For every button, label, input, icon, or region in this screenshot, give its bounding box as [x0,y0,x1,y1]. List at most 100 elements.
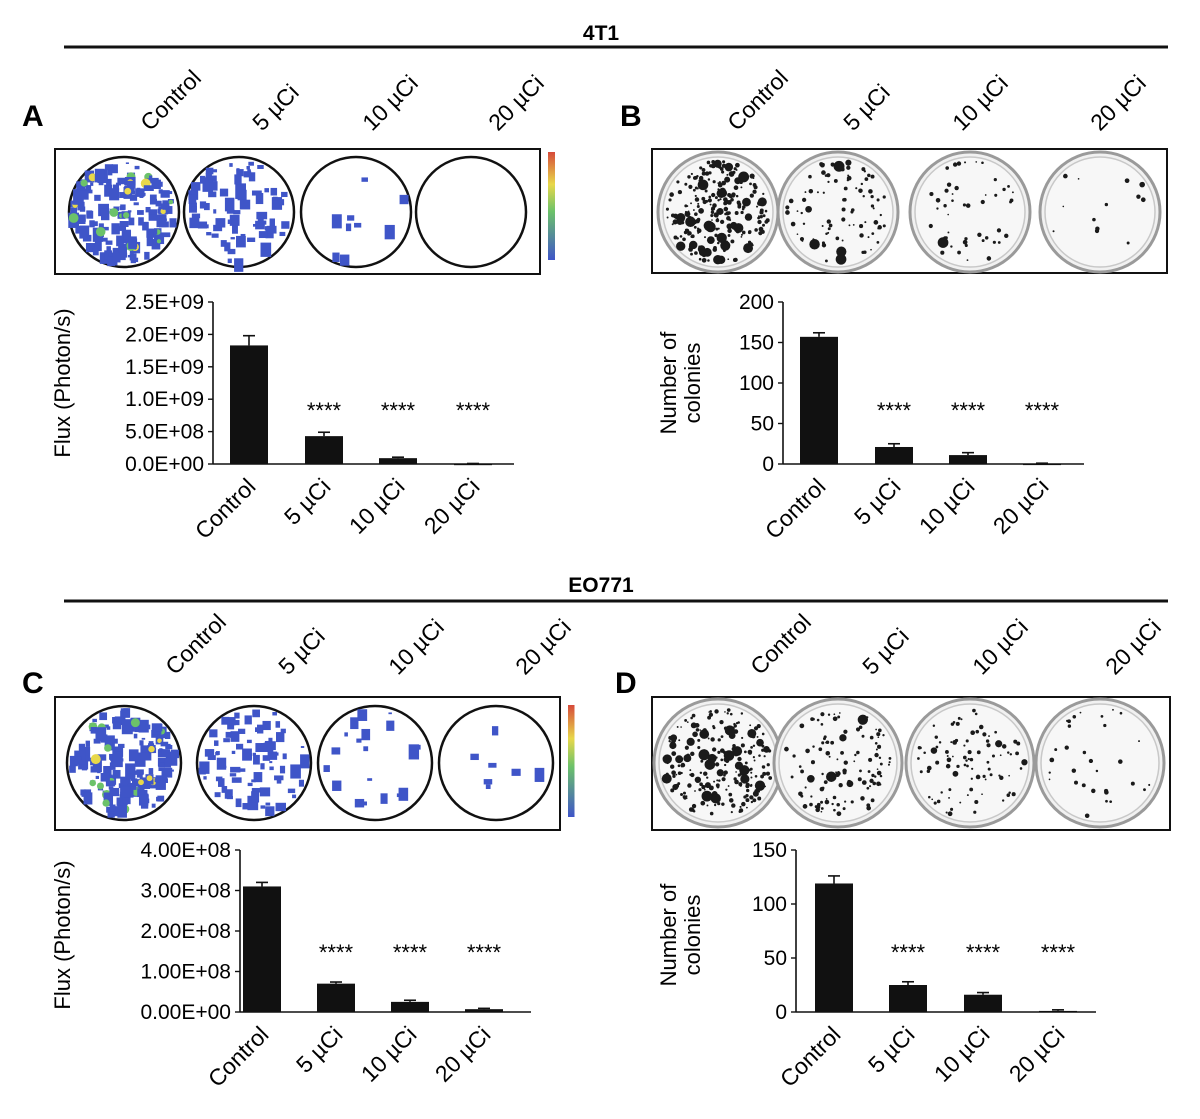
colony-dot [872,781,877,786]
signal-patch [350,717,359,730]
colony-dot [965,739,969,743]
colony-dot [717,802,721,806]
x-tick-label: 10 µCi [929,1021,995,1087]
signal-patch [112,746,124,757]
y-tick-label: 3.00E+08 [140,880,231,903]
colony-dot [678,739,681,742]
signal-patch [298,779,305,787]
colony-dot [1095,769,1099,773]
colony-dot [701,171,706,176]
colony-dot [966,259,969,262]
colony-dot [984,194,987,196]
signal-hotspot [95,226,106,237]
colony-dot [707,715,712,720]
colony-dot [732,257,737,262]
signal-patch [119,221,129,227]
signal-patch [134,723,142,733]
signal-patch [247,169,251,173]
x-tick-label: 5 µCi [291,1021,348,1078]
colony-dot [720,758,724,762]
well-1 [652,697,784,829]
colony-dot [720,219,725,224]
colony-dot [698,208,704,214]
well-condition-label: 20 µCi [1085,70,1151,136]
colony-dot [711,791,718,797]
colony-dot [707,236,713,242]
signal-patch [133,733,138,739]
colony-dot [735,771,737,773]
colony-dot [695,728,700,732]
colony-dot [859,224,864,229]
colony-dot [827,227,831,231]
signal-patch [290,764,301,779]
signal-patch [247,782,253,787]
signal-patch [224,789,233,799]
signal-patch [229,214,240,226]
colony-dot [822,191,825,194]
signal-patch [161,749,171,757]
colony-dot [697,738,701,742]
colony-dot [677,771,682,776]
colony-dot [792,754,796,758]
colony-dot [665,772,669,776]
signal-patch [188,194,197,204]
colony-dot [1013,739,1018,744]
colony-dot [698,749,710,761]
colony-dot [749,193,754,198]
colony-dot [670,789,673,792]
colony-dot [699,729,710,739]
signal-patch [154,778,161,783]
colony-dot [686,737,695,746]
colony-dot [1139,181,1145,188]
colony-dot [682,237,686,242]
colony-dot [687,175,691,179]
signal-patch [224,197,235,212]
well-2 [772,697,904,829]
colony-dot [686,205,689,208]
colony-dot [724,711,726,713]
signal-patch [103,724,109,728]
colony-dot [976,750,981,755]
y-tick-label: 100 [739,372,774,395]
signal-patch [87,236,92,239]
colony-dot [952,162,958,167]
colony-dot [689,773,692,776]
signal-patch [127,254,131,258]
signal-patch [264,188,270,193]
colony-dot [704,171,710,176]
signal-patch [140,797,149,809]
imaging-well [316,704,434,822]
colony-dot [1140,197,1146,203]
colony-dot [727,258,730,261]
colony-dot [843,186,848,191]
signal-patch [279,765,286,774]
y-tick-label: 50 [764,947,787,970]
colony-dot [729,798,734,803]
colony-dot [709,203,712,206]
colony-dot [810,717,814,721]
colony-dot [729,218,732,222]
colony-dot [700,800,706,806]
colony-dot [824,259,828,263]
colony-dot [703,220,715,231]
significance-stars: **** [1025,398,1060,423]
colony-dot [878,728,882,733]
petri-dish-inner [782,156,894,268]
colony-dot [820,723,824,726]
signal-patch [69,755,78,767]
bar-chart: 0.00E+00 1.00E+08 2.00E+08 3.00E+08 4.00E+08… [50,839,531,1092]
colony-dot [1067,719,1071,724]
signal-patch [246,739,252,744]
colony-dot [785,210,790,215]
colony-dot [871,773,875,778]
colony-dot [754,780,766,791]
colony-dot [857,714,868,725]
colony-dot [964,243,968,248]
signal-patch [148,210,158,215]
signal-patch [345,223,352,232]
colony-dot [853,760,856,763]
colony-dot [871,232,875,235]
colony-dot [684,718,688,722]
signal-patch [332,252,340,263]
colony-dot [818,747,823,752]
